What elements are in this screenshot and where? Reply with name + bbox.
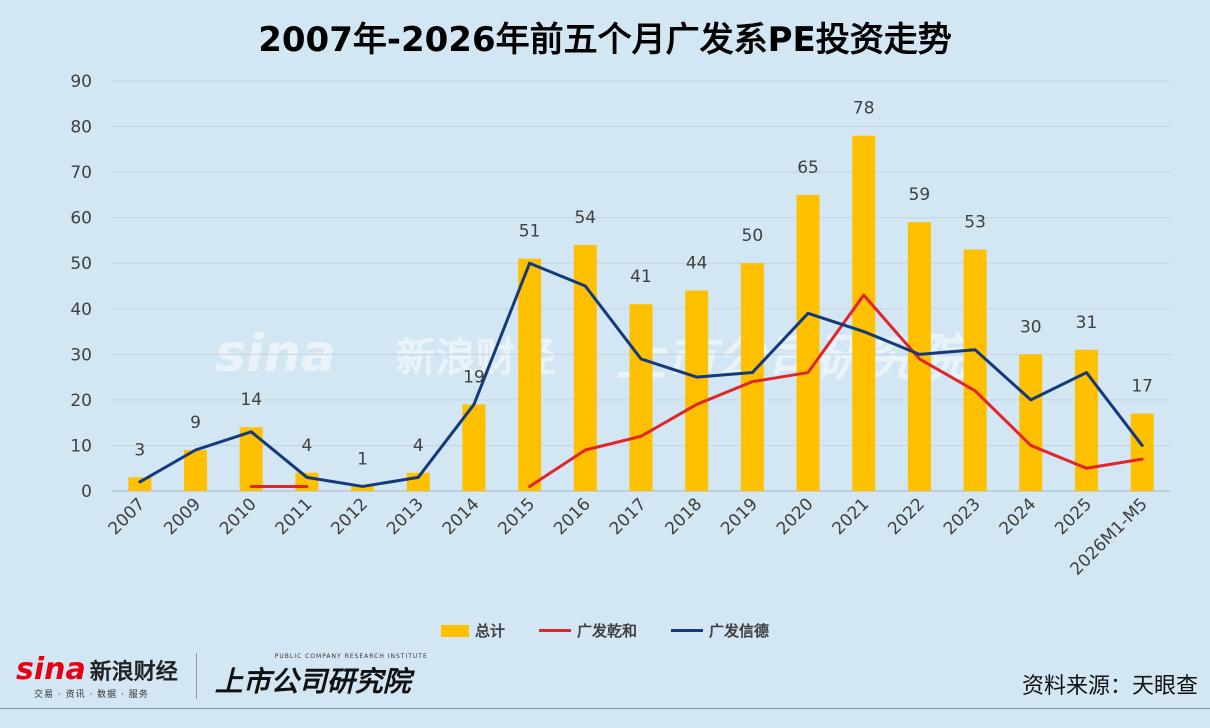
data-label: 44 [686, 254, 708, 274]
legend-swatch-total [440, 624, 469, 637]
x-tick-label: 2019 [717, 494, 762, 539]
sina-finance-logo: sina 新浪财经 交易 · 资讯 · 数据 · 服务 [16, 652, 178, 700]
x-tick-label: 2016 [550, 494, 595, 539]
data-label: 4 [413, 436, 424, 456]
data-label: 54 [574, 208, 596, 228]
y-tick-label: 0 [81, 482, 92, 502]
footer-logos: sina 新浪财经 交易 · 资讯 · 数据 · 服务 PUBLIC COMPA… [16, 650, 428, 702]
y-tick-label: 90 [70, 72, 92, 92]
bar [796, 194, 820, 491]
y-tick-label: 30 [70, 345, 92, 365]
x-tick-label: 2011 [272, 494, 317, 539]
x-tick-label: 2024 [996, 494, 1041, 539]
legend-swatch-qianhe [538, 629, 571, 632]
data-label: 65 [797, 158, 819, 178]
sina-tagline: 交易 · 资讯 · 数据 · 服务 [34, 690, 149, 700]
y-tick-label: 10 [70, 436, 92, 456]
bar [518, 258, 542, 491]
sina-wordmark: sina [16, 652, 86, 687]
data-label: 9 [190, 413, 201, 433]
y-tick-label: 60 [70, 209, 92, 229]
legend-item-xinde[interactable]: 广发信德 [671, 620, 769, 641]
line-qianhe [528, 293, 1144, 488]
institute-cn-name: 上市公司研究院 [214, 664, 411, 698]
bar [1074, 349, 1098, 491]
bar [629, 304, 653, 491]
data-label: 31 [1076, 313, 1098, 333]
x-tick-label: 2025 [1051, 494, 1096, 539]
legend-label-qianhe: 广发乾和 [576, 622, 637, 640]
data-label: 50 [742, 226, 764, 246]
institute-en-name: PUBLIC COMPANY RESEARCH INSTITUTE [274, 652, 428, 660]
institute-logo: PUBLIC COMPANY RESEARCH INSTITUTE 上市公司研究… [215, 653, 428, 700]
data-label: 59 [909, 185, 931, 205]
bar [1130, 413, 1154, 491]
x-axis: 2007 2009 2010 2011 2012 2013 2014 2015 2016 2017… [105, 494, 1152, 579]
x-tick-label: 2023 [940, 494, 985, 539]
legend-item-qianhe[interactable]: 广发乾和 [538, 620, 637, 641]
bar [239, 427, 263, 491]
x-tick-label: 2017 [606, 494, 651, 539]
legend-label-total: 总计 [474, 622, 505, 640]
x-tick-label: 2021 [829, 494, 874, 539]
line-xinde [138, 261, 1144, 488]
data-label: 19 [463, 367, 485, 387]
legend: 总计 广发乾和 广发信德 [0, 620, 1210, 641]
data-label: 1 [357, 449, 368, 469]
source-note: 资料来源：天眼查 [1021, 674, 1198, 699]
bar [740, 263, 764, 491]
x-tick-label: 2009 [160, 494, 205, 539]
line-series [138, 261, 1144, 488]
legend-swatch-xinde [671, 629, 703, 632]
x-tick-label: 2012 [327, 494, 372, 539]
bar [685, 290, 709, 491]
data-label: 3 [134, 440, 145, 460]
y-tick-label: 70 [70, 163, 92, 183]
bar-series [128, 135, 1154, 491]
sina-cn-name: 新浪财经 [89, 660, 178, 685]
x-tick-label: 2022 [884, 494, 929, 539]
bar [184, 450, 208, 491]
data-label: 51 [519, 222, 541, 242]
data-label: 30 [1020, 317, 1042, 337]
x-tick-label: 2018 [661, 494, 706, 539]
y-tick-label: 40 [70, 300, 92, 320]
x-tick-label: 2013 [383, 494, 428, 539]
bottom-rule [0, 708, 1210, 709]
y-tick-label: 50 [70, 254, 92, 274]
data-label: 78 [853, 99, 875, 119]
data-label: 14 [240, 390, 262, 410]
bar [462, 404, 486, 491]
bar [852, 135, 876, 491]
chart-title: 2007年-2026年前五个月广发系PE投资走势 [258, 20, 952, 60]
y-tick-label: 20 [70, 391, 92, 411]
data-label: 41 [630, 267, 652, 287]
bar [963, 249, 987, 491]
x-tick-label: 2020 [773, 494, 818, 539]
data-label: 17 [1131, 377, 1153, 397]
legend-label-xinde: 广发信德 [709, 622, 770, 640]
logo-divider [195, 653, 197, 699]
y-axis: 0 10 20 30 40 50 60 70 80 90 [70, 72, 92, 502]
y-tick-label: 80 [70, 118, 92, 138]
data-label: 53 [964, 213, 986, 233]
x-tick-label: 2014 [439, 494, 484, 539]
bar [351, 486, 375, 491]
x-tick-label: 2015 [494, 494, 539, 539]
bar [573, 245, 597, 491]
x-tick-label: 2007 [105, 494, 150, 539]
x-tick-label: 2010 [216, 494, 261, 539]
data-label: 4 [301, 436, 312, 456]
legend-item-total[interactable]: 总计 [440, 620, 505, 641]
bar [128, 477, 152, 491]
bar [1019, 354, 1043, 491]
